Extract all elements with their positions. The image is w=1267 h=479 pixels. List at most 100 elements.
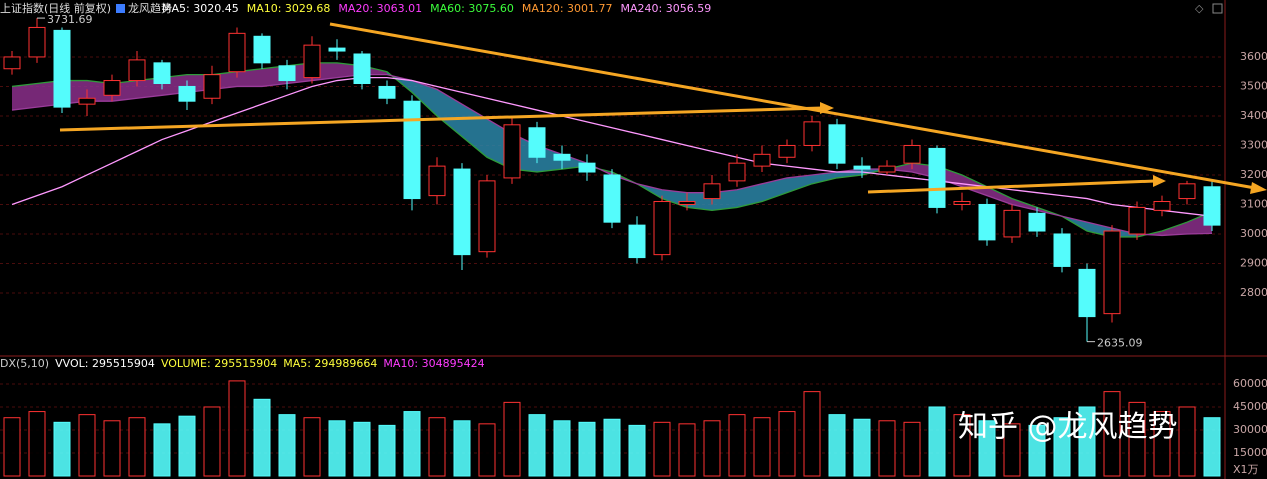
candle-body: [378, 85, 396, 99]
y-tick-label: 3400: [1240, 109, 1267, 122]
volume-bar: [153, 423, 171, 477]
volume-bar: [453, 420, 471, 477]
y-tick-label: 60000: [1233, 377, 1267, 390]
indicator-icon: [116, 4, 125, 13]
ma-band: [1012, 198, 1037, 211]
y-tick-label: 3300: [1240, 138, 1267, 151]
y-tick-label: 3600: [1240, 50, 1267, 63]
volume-bar: [653, 421, 671, 477]
window-button[interactable]: [1212, 3, 1223, 14]
volume-bar: [1103, 391, 1121, 477]
arrow-head: [820, 102, 834, 114]
volume-bar: [353, 421, 371, 477]
candle-body: [478, 180, 496, 253]
arrow-head: [1250, 182, 1267, 194]
volume-bar: [878, 420, 896, 477]
legend-entry: MA240: 3056.59: [621, 2, 712, 15]
legend-entry: MA60: 3075.60: [430, 2, 514, 15]
ma-band: [1162, 222, 1187, 236]
candle-body: [553, 153, 571, 161]
candle-body: [1053, 233, 1071, 267]
y-tick-label: 3100: [1240, 197, 1267, 210]
candle-body: [1078, 268, 1096, 318]
legend-entry: VVOL: 295515904: [55, 357, 155, 370]
candle-body: [1028, 212, 1046, 232]
volume-bar: [3, 417, 21, 477]
legend-entry: MA5: 294989664: [283, 357, 377, 370]
volume-bar: [578, 421, 596, 477]
candle-body: [578, 162, 596, 173]
volume-bar: [603, 418, 621, 477]
legend-entry: MA10: 304895424: [383, 357, 484, 370]
ma-band: [812, 172, 837, 184]
candle-body: [403, 100, 421, 200]
trend-line: [329, 22, 1256, 190]
candle-body: [878, 165, 896, 173]
candle-body: [303, 44, 321, 79]
candle-body: [728, 162, 746, 182]
volume-bar: [1128, 401, 1146, 477]
candle-body: [853, 165, 871, 170]
volume-bar: [553, 420, 571, 477]
ma-band: [237, 68, 262, 87]
annotation: 2635.09: [1097, 337, 1143, 350]
volume-bar: [703, 420, 721, 477]
volume-bar: [278, 414, 296, 477]
candle-body: [1103, 230, 1121, 315]
volume-bar: [1053, 417, 1071, 477]
candle-body: [428, 165, 446, 197]
candle-body: [703, 183, 721, 200]
candle-body: [228, 32, 246, 73]
candle-body: [978, 203, 996, 241]
volume-bar: [778, 411, 796, 477]
ma-band: [737, 183, 762, 208]
candle-body: [1003, 209, 1021, 238]
volume-bar: [828, 414, 846, 477]
volume-bar: [428, 417, 446, 477]
candle-body: [903, 144, 921, 164]
candle-body: [678, 201, 696, 205]
volume-bar: [128, 417, 146, 477]
candle-body: [3, 56, 21, 70]
legend-entry: MA5: 3020.45: [162, 2, 239, 15]
volume-bar: [303, 417, 321, 477]
annotation: 3731.69: [47, 13, 93, 26]
ma-band: [412, 80, 437, 116]
volume-bar: [903, 421, 921, 477]
diamond-icon[interactable]: ◇: [1195, 2, 1204, 15]
candle-body: [28, 26, 46, 58]
ma-band: [887, 163, 912, 173]
candle-body: [1178, 183, 1196, 200]
volume-bar: [628, 424, 646, 477]
candle-body: [803, 121, 821, 146]
candle-body: [503, 124, 521, 179]
ma-band: [762, 177, 787, 202]
candle-body: [778, 144, 796, 158]
volume-bar: [1153, 411, 1171, 477]
volume-bar: [178, 415, 196, 477]
y-tick-label: 30000: [1233, 423, 1267, 436]
volume-bar: [1203, 417, 1221, 477]
volume-bar: [1178, 406, 1196, 477]
candle-body: [603, 174, 621, 223]
volume-bar: [853, 418, 871, 477]
indicator-name: 龙风趋势: [128, 2, 172, 15]
candle-body: [628, 224, 646, 259]
ma-band: [987, 186, 1012, 205]
arrow-head: [1153, 175, 1166, 187]
y-tick-label: 2800: [1240, 286, 1267, 299]
volume-bar: [53, 421, 71, 477]
volume-bar: [678, 423, 696, 477]
volume-bar: [203, 406, 221, 477]
volume-bar: [753, 417, 771, 477]
volume-bar: [403, 411, 421, 477]
y-tick-label: 3500: [1240, 79, 1267, 92]
volume-bar: [1003, 423, 1021, 477]
y-tick-label: 45000: [1233, 400, 1267, 413]
volume-bar: [228, 380, 246, 477]
candle-body: [1203, 186, 1221, 226]
candle-body: [828, 124, 846, 164]
volume-bar: [803, 391, 821, 477]
volume-bar: [253, 398, 271, 477]
